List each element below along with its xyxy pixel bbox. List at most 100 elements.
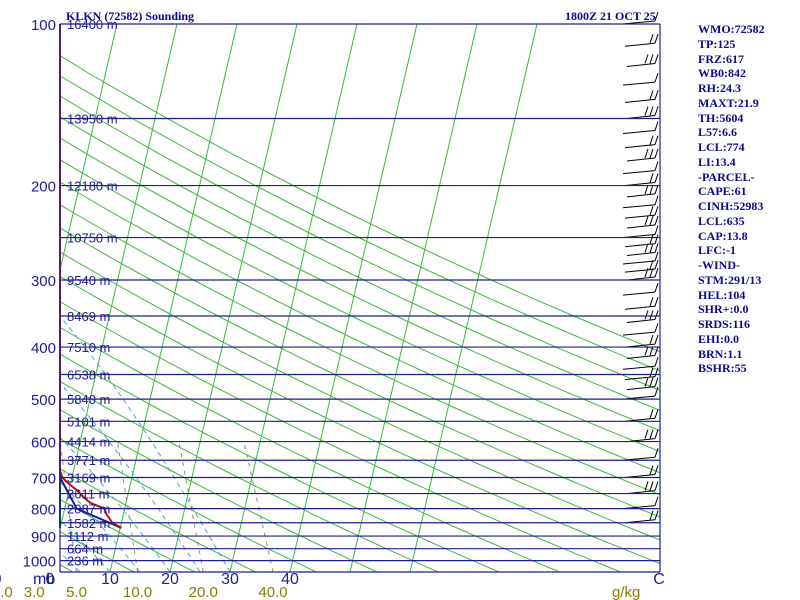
index-item: CINH:52983	[698, 199, 764, 213]
wind-barb-flag	[654, 173, 659, 183]
wind-barb-shaft	[626, 251, 656, 256]
temperature-tick-label: 10	[101, 571, 119, 588]
wind-barb-shaft	[626, 157, 656, 162]
indices-panel: WMO:72582 TP:125 FRZ:617 WB0:842 RH:24.3 MAXT…	[698, 22, 798, 376]
wind-barb	[626, 215, 659, 229]
height-label: 1582 m	[67, 516, 110, 531]
wind-barb-flag	[654, 184, 659, 195]
wind-barb-shaft	[622, 170, 656, 175]
wind-barb-shaft	[626, 386, 656, 391]
dry-adiabat-line	[60, 204, 660, 496]
height-label: 664 m	[67, 542, 103, 557]
index-item: BRN:1.1	[698, 346, 743, 361]
wind-barb-flag	[654, 510, 659, 520]
dry-adiabat-line	[60, 251, 660, 541]
index-item: TH:5604	[698, 110, 744, 125]
wind-barb-flag	[654, 215, 659, 226]
index-item: -PARCEL-	[698, 169, 755, 184]
pressure-label: 500	[31, 392, 56, 409]
wind-barb-flag	[654, 243, 659, 253]
dry-adiabat-line	[60, 409, 378, 572]
wind-barb	[624, 205, 659, 219]
height-label: 13950 m	[67, 111, 118, 126]
height-label: 4414 m	[67, 435, 110, 450]
moist-adiabat-line	[60, 315, 231, 572]
index-item: LCL:635	[698, 213, 745, 228]
wind-barb-shaft	[624, 305, 656, 310]
height-label: 5101 m	[67, 414, 110, 429]
mixing-ratio-line	[60, 441, 77, 572]
station-header: KLKN (72582) Sounding	[66, 9, 194, 23]
isotherm-line	[229, 24, 358, 572]
wind-barb-flag	[644, 267, 649, 278]
dry-adiabat-line	[60, 380, 439, 572]
wind-barb-flag	[644, 481, 649, 491]
wind-barb-flag	[654, 367, 659, 377]
wind-barb-flag	[649, 259, 654, 270]
dry-adiabat-line	[60, 159, 660, 453]
height-label: 3771 m	[67, 453, 110, 468]
dry-adiabat-line	[60, 181, 660, 474]
index-item: TP:125	[698, 36, 736, 51]
wind-barb-flag	[654, 357, 659, 367]
height-label: 2611 m	[67, 487, 109, 502]
index-item: CAP:13.8	[698, 228, 748, 243]
wind-barb	[624, 297, 659, 310]
isotherm-line	[60, 24, 118, 273]
wind-barb-flag	[644, 106, 649, 116]
wind-barb-flag	[644, 243, 649, 253]
wind-barb	[622, 121, 659, 135]
index-item: SHR+:0.0	[698, 302, 749, 317]
dry-adiabat-line	[60, 468, 256, 572]
wind-barb-flag	[649, 465, 654, 475]
pressure-label: 800	[31, 502, 56, 519]
index-item: -WIND-	[698, 258, 740, 272]
wind-barb-flag	[649, 510, 654, 520]
dry-adiabat-line	[60, 301, 621, 572]
moist-adiabat-line	[60, 519, 111, 572]
index-item: RH:24.3	[698, 81, 741, 95]
temperature-unit-label: C	[653, 571, 665, 588]
wind-barb-flag	[644, 346, 649, 356]
wind-barb-flag	[654, 386, 659, 397]
isotherm-line	[109, 24, 238, 572]
wind-barb-flag	[654, 429, 659, 439]
dry-adiabat-line	[60, 137, 660, 432]
wind-barb-flag	[654, 90, 659, 100]
temperature-tick-label: 0	[46, 571, 55, 588]
wind-barb-flag	[654, 251, 659, 262]
wind-barb-shaft	[622, 260, 656, 265]
wind-barb-layer	[622, 11, 659, 524]
wind-barb-flag	[654, 377, 659, 387]
isotherm-line	[349, 24, 478, 572]
wind-barb	[624, 367, 659, 381]
wind-barb	[622, 282, 659, 296]
wind-barb-flag	[649, 297, 654, 307]
wind-barb-flag	[654, 297, 659, 307]
wind-barb-flag	[649, 173, 654, 183]
wind-barb	[624, 234, 659, 248]
unit-label: mb	[33, 571, 55, 588]
dry-adiabat-line	[60, 116, 660, 411]
wind-barb-flag	[649, 429, 654, 439]
pressure-label: 200	[31, 179, 56, 196]
wind-barb-flag	[644, 429, 649, 439]
height-label: 236 m	[67, 554, 103, 569]
wind-barb	[626, 148, 659, 162]
index-item: BSHR:55	[698, 361, 747, 376]
mixing-ratio-label: 40.0	[258, 584, 287, 600]
wind-barb	[624, 34, 659, 47]
temperature-tick-label: -10	[0, 571, 2, 588]
index-item: CAPE:61	[698, 184, 747, 199]
index-item: LFC:-1	[698, 243, 736, 258]
wind-barb-flag	[649, 310, 654, 320]
pressure-label: 900	[31, 529, 56, 546]
mixing-ratio-line	[117, 441, 139, 572]
wind-barb-shaft	[624, 268, 656, 273]
wind-barb-shaft	[626, 354, 656, 359]
dry-adiabat-line	[60, 75, 660, 372]
wind-barb-shaft	[626, 193, 656, 198]
mixing-ratio-label: 2.0	[0, 584, 13, 600]
wind-barb-flag	[644, 148, 649, 159]
wind-barb-flag	[654, 148, 659, 159]
